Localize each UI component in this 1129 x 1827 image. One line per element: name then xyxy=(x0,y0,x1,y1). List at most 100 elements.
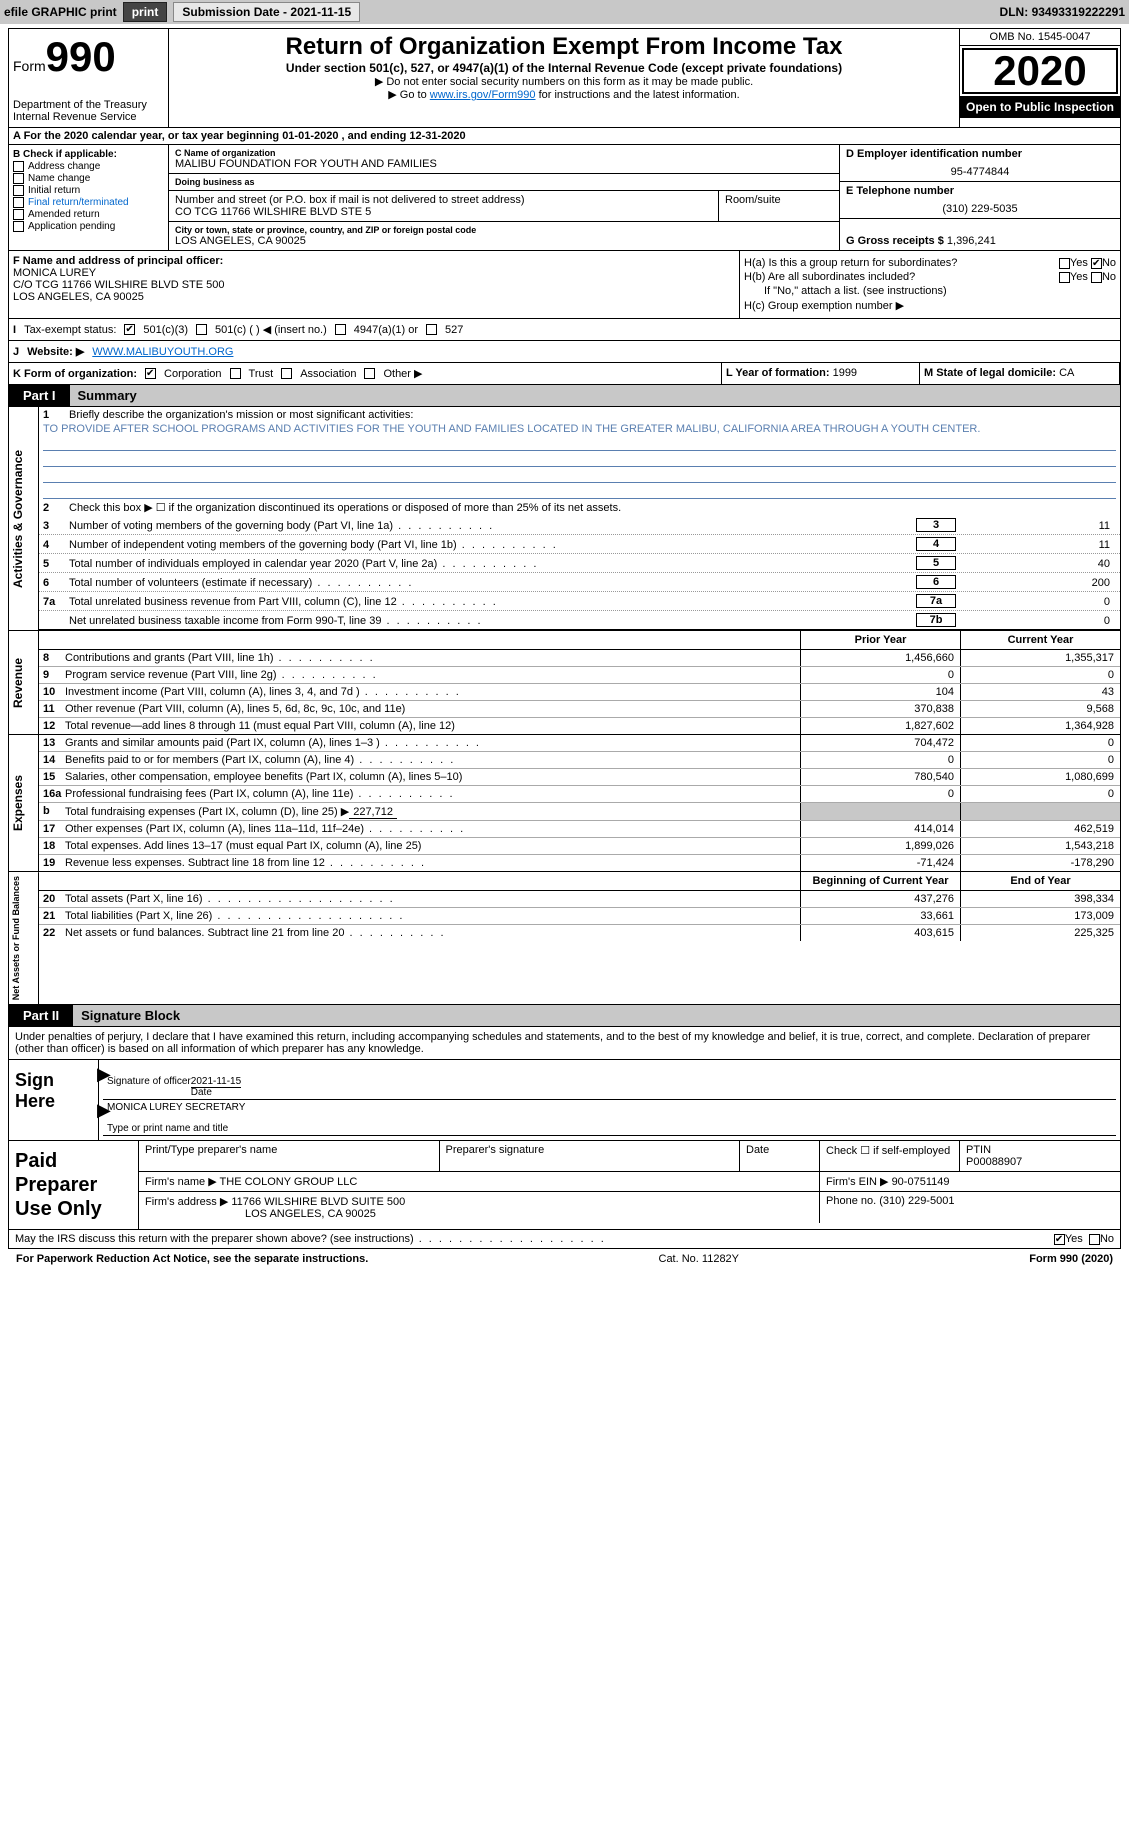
page-footer: For Paperwork Reduction Act Notice, see … xyxy=(8,1249,1121,1269)
chk-hb-yes[interactable] xyxy=(1059,272,1070,283)
officer-name-line: ▶ MONICA LUREY SECRETARY Type or print n… xyxy=(103,1100,1116,1136)
city-cell: City or town, state or province, country… xyxy=(169,222,839,250)
line-10: Investment income (Part VIII, column (A)… xyxy=(65,684,800,700)
line-8: Contributions and grants (Part VIII, lin… xyxy=(65,650,800,666)
org-name-cell: C Name of organization MALIBU FOUNDATION… xyxy=(169,145,839,174)
chk-ha-yes[interactable] xyxy=(1059,258,1070,269)
sidelabel-net: Net Assets or Fund Balances xyxy=(9,872,39,1004)
line-7b: Net unrelated business taxable income fr… xyxy=(69,615,912,627)
line-13: Grants and similar amounts paid (Part IX… xyxy=(65,735,800,751)
top-toolbar: efile GRAPHIC print print Submission Dat… xyxy=(0,0,1129,24)
chk-other[interactable] xyxy=(364,368,375,379)
street-cell: Number and street (or P.O. box if mail i… xyxy=(169,191,719,221)
efile-label: efile GRAPHIC print xyxy=(4,5,117,19)
line-18: Total expenses. Add lines 13–17 (must eq… xyxy=(65,838,800,854)
line-7a: Total unrelated business revenue from Pa… xyxy=(69,596,912,608)
public-inspection: Open to Public Inspection xyxy=(960,96,1120,118)
line-15: Salaries, other compensation, employee b… xyxy=(65,769,800,785)
group-return: H(a) Is this a group return for subordin… xyxy=(740,251,1120,318)
gross-cell: G Gross receipts $ 1,396,241 xyxy=(840,219,1120,250)
line-2: Check this box ▶ ☐ if the organization d… xyxy=(69,501,1116,514)
mission-text: TO PROVIDE AFTER SCHOOL PROGRAMS AND ACT… xyxy=(39,423,1120,435)
sidelabel-governance: Activities & Governance xyxy=(9,407,39,630)
form-number: Form990 xyxy=(13,33,164,81)
state-domicile: M State of legal domicile: CA xyxy=(920,363,1120,384)
line-22: Net assets or fund balances. Subtract li… xyxy=(65,925,800,941)
principal-officer: F Name and address of principal officer:… xyxy=(9,251,740,318)
dln-box: DLN: 93493319222291 xyxy=(1000,5,1125,19)
line-3: Number of voting members of the governin… xyxy=(69,520,912,532)
chk-corp[interactable] xyxy=(145,368,156,379)
line-20: Total assets (Part X, line 16) xyxy=(65,891,800,907)
discuss-row: May the IRS discuss this return with the… xyxy=(8,1230,1121,1249)
line-6: Total number of volunteers (estimate if … xyxy=(69,577,912,589)
part-ii-header: Part II Signature Block xyxy=(8,1005,1121,1027)
dba-cell: Doing business as xyxy=(169,174,839,191)
preparer-header-row: Print/Type preparer's name Preparer's si… xyxy=(139,1141,1120,1172)
irs-label: Internal Revenue Service xyxy=(13,111,164,123)
col-b-checkboxes: B Check if applicable: Address change Na… xyxy=(9,145,169,250)
line-16b: Total fundraising expenses (Part IX, col… xyxy=(65,803,800,820)
chk-trust[interactable] xyxy=(230,368,241,379)
chk-app-pending[interactable] xyxy=(13,221,24,232)
col-b-title: B Check if applicable: xyxy=(13,149,164,160)
net-header: Beginning of Current Year End of Year xyxy=(39,872,1120,891)
chk-address-change[interactable] xyxy=(13,161,24,172)
sidelabel-expenses: Expenses xyxy=(9,735,39,871)
chk-final-return[interactable] xyxy=(13,197,24,208)
part-i-header: Part I Summary xyxy=(8,385,1121,407)
chk-discuss-no[interactable] xyxy=(1089,1234,1100,1245)
firm-address: Firm's address ▶ 11766 WILSHIRE BLVD SUI… xyxy=(139,1192,820,1223)
line-14: Benefits paid to or for members (Part IX… xyxy=(65,752,800,768)
chk-assoc[interactable] xyxy=(281,368,292,379)
phone-cell: E Telephone number (310) 229-5035 xyxy=(840,182,1120,219)
omb-number: OMB No. 1545-0047 xyxy=(960,29,1120,46)
chk-ha-no[interactable] xyxy=(1091,258,1102,269)
ein-cell: D Employer identification number 95-4774… xyxy=(840,145,1120,182)
print-button[interactable]: print xyxy=(123,2,168,22)
firm-name: Firm's name ▶ THE COLONY GROUP LLC xyxy=(139,1172,820,1191)
paid-preparer-label: Paid Preparer Use Only xyxy=(9,1141,139,1229)
chk-name-change[interactable] xyxy=(13,173,24,184)
chk-hb-no[interactable] xyxy=(1091,272,1102,283)
tax-year: 2020 xyxy=(962,48,1118,94)
chk-501c3[interactable] xyxy=(124,324,135,335)
row-a-period: A For the 2020 calendar year, or tax yea… xyxy=(8,128,1121,145)
note-ssn: ▶ Do not enter social security numbers o… xyxy=(173,75,955,88)
firm-ein: Firm's EIN ▶ 90-0751149 xyxy=(820,1172,1120,1191)
line-5: Total number of individuals employed in … xyxy=(69,558,912,570)
chk-527[interactable] xyxy=(426,324,437,335)
firm-phone: Phone no. (310) 229-5001 xyxy=(820,1192,1120,1223)
line-4: Number of independent voting members of … xyxy=(69,539,912,551)
sidelabel-revenue: Revenue xyxy=(9,631,39,734)
line-9: Program service revenue (Part VIII, line… xyxy=(65,667,800,683)
chk-amended[interactable] xyxy=(13,209,24,220)
sign-here-label: Sign Here xyxy=(9,1060,99,1140)
form-title: Return of Organization Exempt From Incom… xyxy=(173,33,955,61)
chk-501c[interactable] xyxy=(196,324,207,335)
line-16a: Professional fundraising fees (Part IX, … xyxy=(65,786,800,802)
form-header: Form990 Department of the Treasury Inter… xyxy=(8,28,1121,128)
rev-header: Prior Year Current Year xyxy=(39,631,1120,650)
year-formation: L Year of formation: 1999 xyxy=(722,363,920,384)
line-11: Other revenue (Part VIII, column (A), li… xyxy=(65,701,800,717)
tax-exempt-status: I Tax-exempt status: 501(c)(3) 501(c) ( … xyxy=(8,319,1121,341)
line-21: Total liabilities (Part X, line 26) xyxy=(65,908,800,924)
dept-label: Department of the Treasury xyxy=(13,99,164,111)
irs-link[interactable]: www.irs.gov/Form990 xyxy=(430,89,536,101)
chk-discuss-yes[interactable] xyxy=(1054,1234,1065,1245)
officer-signature-line[interactable]: ▶ Signature of officer 2021-11-15Date xyxy=(103,1064,1116,1100)
mission-label: Briefly describe the organization's miss… xyxy=(69,409,1116,421)
line-17: Other expenses (Part IX, column (A), lin… xyxy=(65,821,800,837)
line-19: Revenue less expenses. Subtract line 18 … xyxy=(65,855,800,871)
website-row: J Website: ▶ WWW.MALIBUYOUTH.ORG xyxy=(8,341,1121,363)
form-of-org: K Form of organization: Corporation Trus… xyxy=(8,363,721,385)
website-link[interactable]: WWW.MALIBUYOUTH.ORG xyxy=(92,346,233,358)
chk-initial-return[interactable] xyxy=(13,185,24,196)
room-cell: Room/suite xyxy=(719,191,839,221)
line-12: Total revenue—add lines 8 through 11 (mu… xyxy=(65,718,800,734)
form-subtitle: Under section 501(c), 527, or 4947(a)(1)… xyxy=(173,61,955,75)
chk-4947[interactable] xyxy=(335,324,346,335)
signature-declaration: Under penalties of perjury, I declare th… xyxy=(8,1027,1121,1060)
note-link: ▶ Go to www.irs.gov/Form990 for instruct… xyxy=(173,88,955,101)
